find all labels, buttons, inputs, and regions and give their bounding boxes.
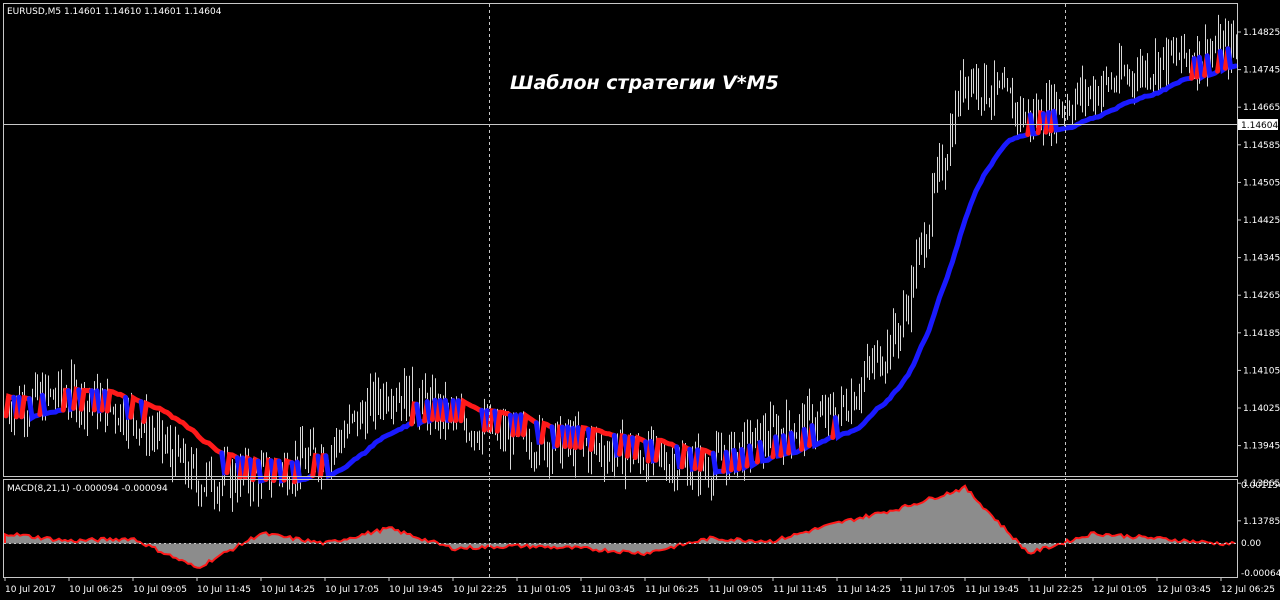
macd-histogram — [4, 484, 1236, 569]
price-tick-label: 1.14745 — [1243, 66, 1280, 76]
time-tick-label: 11 Jul 01:05 — [517, 585, 571, 595]
time-tick-label: 11 Jul 19:45 — [965, 585, 1019, 595]
current-price-value: 1.14604 — [1241, 121, 1278, 131]
trend-down-segment — [494, 409, 513, 434]
trend-up-segment — [832, 132, 1031, 442]
trend-down-segment — [520, 411, 539, 438]
trend-down-segment — [653, 437, 680, 463]
macd-axis: 0.001154 0.00 -0.000645 — [1241, 481, 1280, 579]
macd-tick-label: -0.000645 — [1241, 569, 1280, 579]
trend-up-segment — [1051, 75, 1195, 133]
time-tick-label: 12 Jul 01:05 — [1093, 585, 1147, 595]
time-tick-label: 12 Jul 06:25 — [1221, 585, 1275, 595]
price-tick-label: 1.14505 — [1243, 178, 1280, 188]
price-tick-label: 1.13785 — [1243, 517, 1280, 527]
trend-indicator — [3, 46, 1239, 485]
price-axis: 1.14825 1.14745 1.14665 1.14585 1.14505 1.144… — [1237, 28, 1280, 527]
current-price-tag: 1.14604 — [1238, 119, 1278, 131]
time-axis: 10 Jul 2017 10 Jul 06:25 10 Jul 09:05 10 Ju… — [4, 577, 1275, 595]
trend-down-segment — [141, 399, 225, 456]
time-tick-label: 10 Jul 19:45 — [389, 585, 443, 595]
price-tick-label: 1.14105 — [1243, 366, 1280, 376]
chart-frame — [3, 3, 1238, 578]
price-tick-label: 1.14825 — [1243, 28, 1280, 38]
price-tick-label: 1.14185 — [1243, 329, 1280, 339]
time-tick-label: 10 Jul 11:45 — [197, 585, 251, 595]
time-tick-label: 11 Jul 03:45 — [581, 585, 635, 595]
trend-down-segment — [104, 388, 129, 414]
trend-up-segment — [757, 439, 776, 464]
price-tick-label: 1.14025 — [1243, 404, 1280, 414]
price-tick-label: 1.13945 — [1243, 442, 1280, 452]
price-tick-label: 1.14665 — [1243, 103, 1280, 113]
macd-area — [5, 485, 1236, 568]
price-tick-label: 1.14585 — [1243, 141, 1280, 151]
price-tick-label: 1.14345 — [1243, 254, 1280, 264]
price-tick-label: 1.14265 — [1243, 291, 1280, 301]
time-tick-label: 11 Jul 11:45 — [773, 585, 827, 595]
trend-down-segment — [458, 397, 485, 424]
time-tick-label: 11 Jul 22:25 — [1029, 585, 1083, 595]
time-tick-label: 11 Jul 14:25 — [837, 585, 891, 595]
time-tick-label: 12 Jul 03:45 — [1157, 585, 1211, 595]
time-tick-label: 10 Jul 2017 — [5, 585, 56, 595]
trend-up-segment — [323, 421, 415, 480]
macd-signal-line — [4, 484, 1236, 569]
time-tick-label: 10 Jul 22:25 — [453, 585, 507, 595]
price-tick-label: 1.13865 — [1243, 479, 1280, 489]
time-tick-label: 11 Jul 09:05 — [709, 585, 763, 595]
time-tick-label: 11 Jul 17:05 — [901, 585, 955, 595]
strategy-title: Шаблон стратегии V*M5 — [510, 72, 779, 94]
symbol-info: EURUSD,M5 1.14601 1.14610 1.14601 1.1460… — [7, 7, 222, 17]
time-tick-label: 11 Jul 06:25 — [645, 585, 699, 595]
trend-up-segment — [809, 423, 836, 450]
trend-down-segment — [588, 426, 617, 452]
macd-tick-label: 0.00 — [1241, 539, 1261, 549]
price-tick-label: 1.14425 — [1243, 216, 1280, 226]
macd-label: MACD(8,21,1) -0.000094 -0.000094 — [7, 484, 168, 494]
time-tick-label: 10 Jul 06:25 — [69, 585, 123, 595]
macd-tick-label: 0.001154 — [1241, 481, 1280, 491]
trend-up-segment — [1225, 46, 1239, 71]
time-tick-label: 10 Jul 14:25 — [261, 585, 315, 595]
time-tick-label: 10 Jul 09:05 — [133, 585, 187, 595]
trend-up-segment — [39, 392, 66, 417]
time-tick-label: 10 Jul 17:05 — [325, 585, 379, 595]
